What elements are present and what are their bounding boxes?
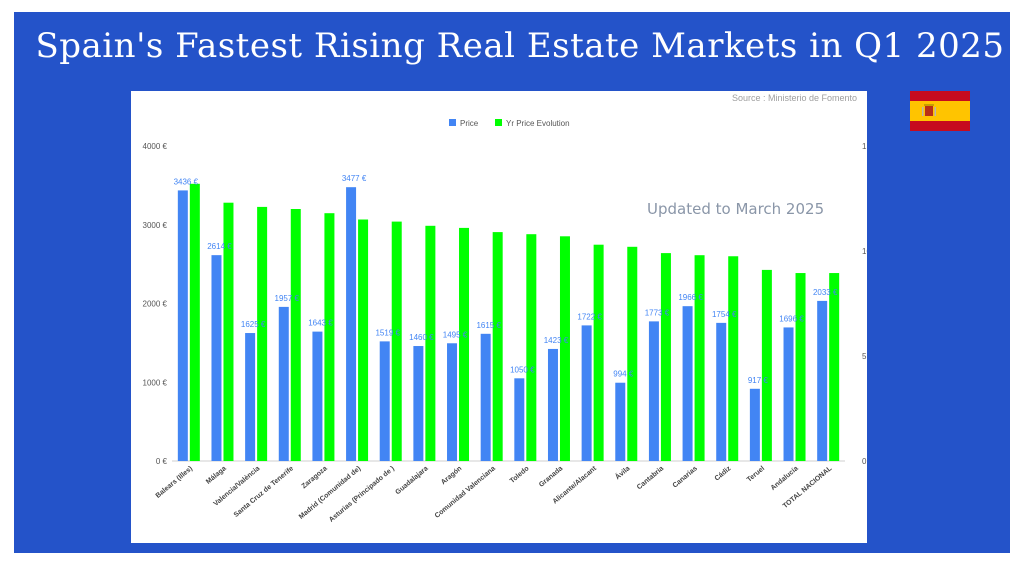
y-left-tick-label: 3000 €	[143, 221, 168, 230]
price-data-label: 1495 €	[443, 330, 468, 339]
category-label: Granada	[538, 465, 564, 489]
bar-price	[581, 325, 592, 461]
y-left-tick-label: 4000 €	[143, 142, 168, 151]
price-data-label: 1957 €	[275, 294, 300, 303]
bar-yr-evolution	[425, 225, 436, 461]
bar-yr-evolution	[627, 246, 638, 461]
source-text: Source : Ministerio de Fomento	[732, 93, 857, 103]
category-label: Cantabria	[636, 465, 665, 491]
price-data-label: 1966 €	[678, 293, 703, 302]
category-label: Málaga	[205, 465, 228, 486]
bar-price	[346, 187, 357, 461]
price-data-label: 1722 €	[577, 312, 602, 321]
bar-yr-evolution	[694, 255, 705, 461]
price-data-label: 2614 €	[207, 242, 232, 251]
price-data-label: 1615 €	[476, 321, 501, 330]
y-left-tick-label: 0 €	[156, 457, 168, 466]
price-data-label: 1773 €	[645, 308, 670, 317]
bar-price	[211, 255, 222, 461]
bar-yr-evolution	[459, 227, 470, 461]
bar-yr-evolution	[829, 273, 840, 461]
price-data-label: 3477 €	[342, 174, 367, 183]
bar-price	[413, 346, 424, 461]
y-right-tick-label: 10,0%	[862, 247, 867, 256]
bar-price	[648, 321, 659, 461]
y-left-tick-label: 1000 €	[143, 378, 168, 387]
bar-price	[547, 348, 558, 461]
bar-yr-evolution	[761, 269, 772, 461]
category-label: Madrid (Comunidad de)	[298, 465, 362, 521]
price-data-label: 994 €	[613, 370, 634, 379]
bar-price	[749, 388, 760, 461]
category-label: Asturias (Principado de )	[328, 465, 396, 524]
bar-price	[783, 327, 794, 461]
bar-yr-evolution	[795, 273, 806, 461]
bar-yr-evolution	[358, 219, 369, 461]
price-data-label: 1519 €	[375, 328, 400, 337]
category-label: Cádiz	[714, 465, 733, 483]
category-label: Comunidad Valenciana	[434, 465, 497, 520]
bar-yr-evolution	[526, 234, 537, 461]
price-data-label: 1423 €	[544, 336, 569, 345]
price-data-label: 1754 €	[712, 310, 737, 319]
spain-flag-icon	[910, 91, 970, 131]
bar-price	[312, 331, 323, 461]
legend-label-1: Yr Price Evolution	[506, 119, 570, 128]
category-label: Aragón	[440, 465, 463, 486]
legend: Price Yr Price Evolution	[449, 119, 570, 128]
bar-yr-evolution	[257, 206, 268, 461]
category-label: Balears (Illes)	[155, 465, 194, 500]
category-label: Ávila	[613, 464, 632, 482]
bar-yr-evolution	[728, 256, 739, 461]
bar-yr-evolution	[492, 232, 503, 461]
legend-label-0: Price	[460, 119, 479, 128]
category-label: Guadalajara	[394, 465, 429, 496]
bar-price	[716, 322, 727, 461]
category-label: Andalucía	[770, 465, 800, 492]
price-data-label: 1050 €	[510, 365, 535, 374]
price-data-label: 1625 €	[241, 320, 266, 329]
legend-swatch-0	[449, 119, 456, 126]
price-data-label: 2033 €	[813, 288, 838, 297]
bars: 3436 € 2614 € 1625 € 1957 € 1643 € 3477 € 1519…	[174, 174, 840, 462]
bar-yr-evolution	[559, 236, 570, 461]
updated-annotation: Updated to March 2025	[647, 200, 824, 218]
bar-price	[817, 300, 828, 461]
category-labels: Balears (Illes) MálagaValencia/ValènciaSa…	[155, 464, 834, 524]
price-data-label: 1460 €	[409, 333, 434, 342]
y-right-tick-label: 0,0%	[862, 457, 867, 466]
y-right-tick-label: 5,0%	[862, 352, 867, 361]
bar-price	[379, 341, 390, 461]
category-label: Teruel	[746, 465, 766, 484]
bar-price	[447, 343, 458, 461]
page-title: Spain's Fastest Rising Real Estate Marke…	[35, 26, 1005, 66]
price-data-label: 1643 €	[308, 319, 333, 328]
chart-panel: Source : Ministerio de Fomento Updated t…	[131, 91, 867, 543]
category-label: Santa Cruz de Tenerife	[233, 465, 295, 519]
legend-swatch-1	[495, 119, 502, 126]
bar-price	[682, 306, 693, 461]
bar-yr-evolution	[660, 253, 671, 461]
bar-yr-evolution	[223, 202, 234, 461]
bar-yr-evolution	[391, 221, 402, 461]
bar-yr-evolution	[593, 244, 604, 461]
bar-price	[615, 382, 626, 461]
category-label: Canarias	[672, 465, 699, 489]
y-left-tick-label: 2000 €	[143, 300, 168, 309]
category-label: Zaragoza	[301, 465, 329, 490]
y-right-tick-label: 15,0%	[862, 142, 867, 151]
bar-chart: Source : Ministerio de Fomento Updated t…	[143, 93, 867, 524]
price-data-label: 917 €	[748, 376, 769, 385]
bar-yr-evolution	[324, 213, 335, 461]
bar-price	[278, 306, 289, 461]
bar-price	[177, 190, 188, 461]
bar-yr-evolution	[290, 209, 301, 461]
bar-price	[514, 378, 525, 461]
price-data-label: 1696 €	[779, 314, 804, 323]
bar-price	[245, 333, 256, 461]
bar-price	[480, 333, 491, 461]
price-data-label: 3436 €	[174, 177, 199, 186]
category-label: Toledo	[509, 465, 531, 485]
bar-yr-evolution	[189, 183, 200, 462]
